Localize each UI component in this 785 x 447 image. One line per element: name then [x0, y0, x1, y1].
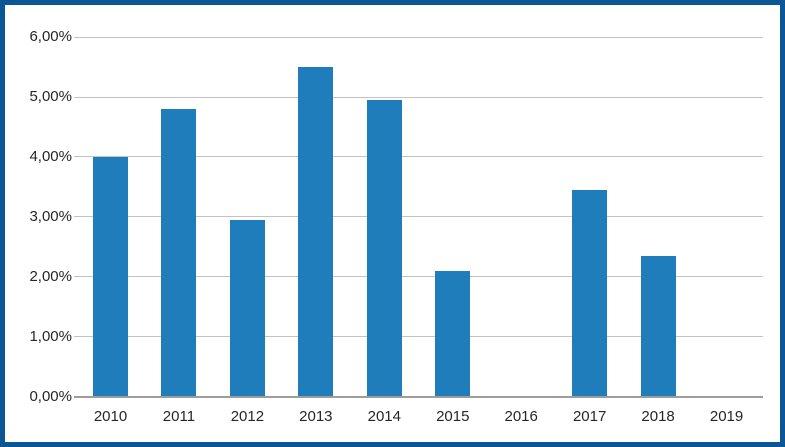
gridline — [74, 216, 763, 218]
x-tick-label: 2012 — [230, 408, 265, 425]
y-tick-label: 2,00% — [29, 267, 72, 285]
gridline — [74, 276, 763, 278]
bar-2017 — [572, 189, 608, 397]
bar-chart: 0,00% 1,00% 2,00% 3,00% 4,00% 5,00% 6,00% 2010 2… — [5, 5, 780, 442]
x-tick-label: 2010 — [93, 408, 128, 425]
x-tick-label: 2011 — [162, 408, 196, 425]
x-tick-label: 2016 — [504, 408, 538, 425]
bar-2013 — [298, 67, 334, 397]
y-tick-label: 6,00% — [29, 28, 72, 46]
y-tick-label: 4,00% — [29, 147, 72, 165]
gridline — [74, 36, 763, 38]
y-tick-label: 5,00% — [29, 88, 72, 105]
bar-2010 — [93, 156, 128, 397]
bar-2012 — [229, 219, 265, 397]
x-tick-label: 2013 — [299, 408, 333, 425]
x-tick-label: 2018 — [641, 408, 675, 425]
x-axis-line — [74, 395, 763, 398]
y-tick-label: 3,00% — [29, 207, 72, 225]
bar-2011 — [161, 108, 197, 397]
bar-2015 — [435, 270, 471, 397]
x-tick-label: 2017 — [572, 408, 607, 425]
gridline — [74, 156, 763, 158]
bar-2014 — [366, 99, 402, 397]
gridline — [74, 336, 763, 338]
gridline — [74, 96, 763, 98]
y-tick-label: 1,00% — [29, 327, 72, 345]
x-tick-label: 2014 — [367, 408, 401, 425]
x-tick-label: 2019 — [709, 408, 744, 425]
bar-2018 — [640, 255, 676, 397]
y-tick-label: 0,00% — [29, 387, 72, 405]
x-tick-label: 2015 — [436, 408, 470, 425]
